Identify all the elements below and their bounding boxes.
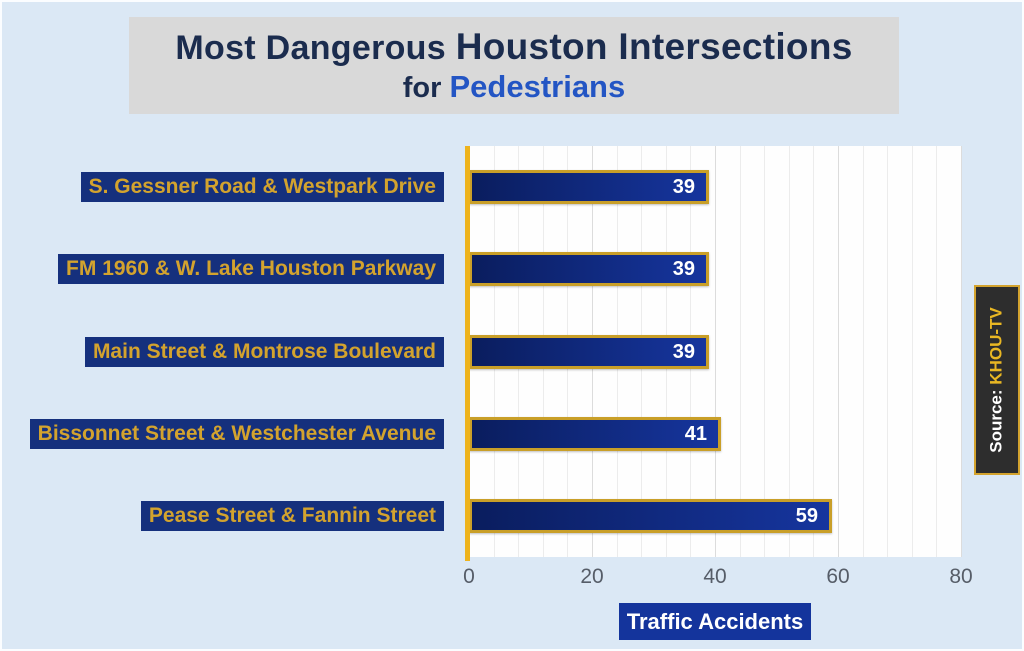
bar: 39 <box>469 335 709 369</box>
source-attribution-text: Source: KHOU-TV <box>987 307 1007 452</box>
gridline <box>863 146 864 557</box>
gridline <box>740 146 741 557</box>
bar-value-label: 41 <box>684 422 707 445</box>
title-text-houston-intersections: Houston Intersections <box>455 26 853 67</box>
category-label: FM 1960 & W. Lake Houston Parkway <box>58 254 444 284</box>
source-name: KHOU-TV <box>987 307 1007 385</box>
x-tick-label: 20 <box>580 565 604 588</box>
gridline <box>789 146 790 557</box>
x-tick-label: 60 <box>826 565 850 588</box>
category-label: S. Gessner Road & Westpark Drive <box>80 172 444 202</box>
title-text-most-dangerous: Most Dangerous <box>175 29 446 67</box>
chart-title: Most Dangerous Houston Intersections for… <box>129 17 899 114</box>
category-label: Bissonnet Street & Westchester Avenue <box>29 419 444 449</box>
y-axis-line <box>465 146 470 561</box>
gridline <box>887 146 888 557</box>
x-axis-title: Traffic Accidents <box>619 603 811 640</box>
bar-value-label: 59 <box>795 504 818 527</box>
title-text-for: for <box>402 72 442 104</box>
bar: 41 <box>469 417 721 451</box>
category-label: Pease Street & Fannin Street <box>140 501 444 531</box>
bar-value-label: 39 <box>672 257 695 280</box>
x-tick-label: 80 <box>949 565 973 588</box>
gridline <box>764 146 765 557</box>
bar: 59 <box>469 499 832 533</box>
title-text-pedestrians: Pedestrians <box>449 69 626 104</box>
title-line-1: Most Dangerous Houston Intersections <box>129 26 899 68</box>
source-attribution: Source: KHOU-TV <box>974 285 1020 475</box>
gridline <box>813 146 814 557</box>
bar-value-label: 39 <box>672 175 695 198</box>
bar: 39 <box>469 170 709 204</box>
x-tick-label: 40 <box>703 565 727 588</box>
x-axis-title-label: Traffic Accidents <box>626 608 804 634</box>
plot-area: 39 39 39 41 59 <box>469 146 962 557</box>
gridline <box>912 146 913 557</box>
gridline <box>715 146 716 557</box>
gridline <box>961 146 962 557</box>
category-label: Main Street & Montrose Boulevard <box>84 337 444 367</box>
x-tick-label: 0 <box>463 565 475 588</box>
source-prefix: Source: <box>987 389 1007 453</box>
bar-value-label: 39 <box>672 340 695 363</box>
gridline <box>936 146 937 557</box>
gridline <box>838 146 839 557</box>
bar: 39 <box>469 252 709 286</box>
title-line-2: for Pedestrians <box>129 69 899 105</box>
